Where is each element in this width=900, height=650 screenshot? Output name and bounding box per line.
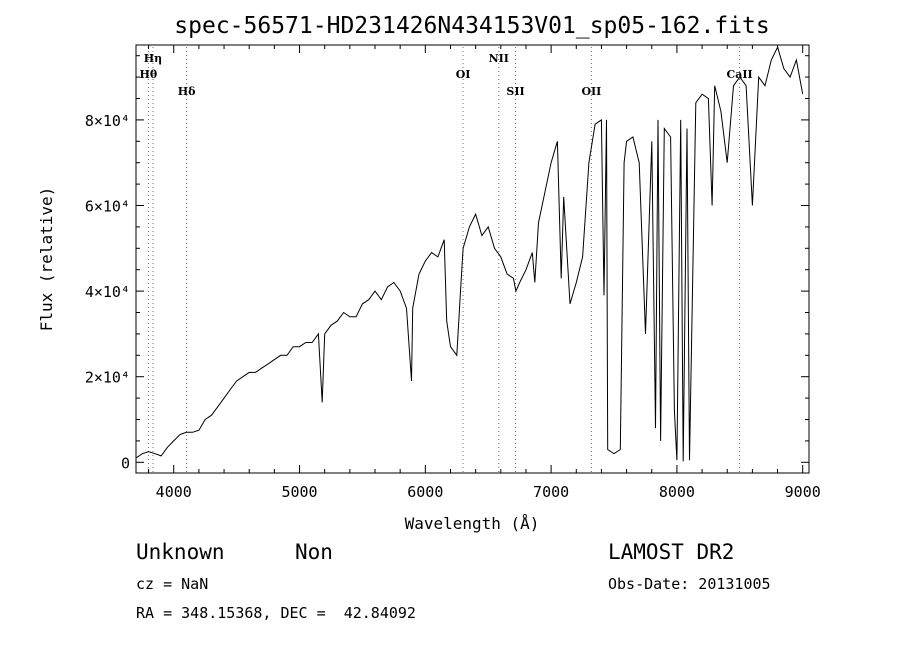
marker-label: OI — [456, 68, 471, 81]
emission-line-markers: Hη Hθ Hδ OI NII SII OII CaII — [139, 47, 753, 473]
y-tick-label: 0 — [121, 454, 130, 472]
y-tick-label: 4×10⁴ — [85, 283, 130, 301]
x-tick-label: 5000 — [281, 483, 317, 501]
object-type: Unknown — [136, 540, 225, 564]
x-tick-label: 4000 — [156, 483, 192, 501]
x-tick-label: 9000 — [785, 483, 821, 501]
x-axis-label: Wavelength (Å) — [405, 514, 540, 533]
x-axis: 4000 5000 6000 7000 8000 9000 — [148, 45, 821, 501]
marker-label: Hη — [144, 52, 162, 65]
x-tick-label: 7000 — [533, 483, 569, 501]
x-tick-label: 6000 — [407, 483, 443, 501]
object-class: Non — [295, 540, 333, 564]
spectrum-line — [135, 45, 804, 462]
chart-title: spec-56571-HD231426N434153V01_sp05-162.f… — [174, 13, 769, 39]
y-tick-label: 6×10⁴ — [85, 198, 130, 216]
survey-name: LAMOST DR2 — [608, 540, 735, 564]
y-axis-label: Flux (relative) — [37, 187, 56, 332]
x-tick-label: 8000 — [659, 483, 695, 501]
marker-label: Hδ — [178, 85, 196, 98]
marker-label: NII — [489, 52, 509, 65]
marker-label: CaII — [726, 68, 752, 81]
y-axis: 0 2×10⁴ 4×10⁴ 6×10⁴ 8×10⁴ — [85, 55, 809, 472]
y-tick-label: 8×10⁴ — [85, 112, 130, 130]
marker-label: Hθ — [139, 68, 157, 81]
cz-value: cz = NaN — [136, 575, 209, 593]
obs-date: Obs-Date: 20131005 — [608, 575, 771, 593]
y-tick-label: 2×10⁴ — [85, 369, 130, 387]
marker-label: SII — [506, 85, 524, 98]
plot-frame — [135, 44, 810, 474]
marker-label: OII — [581, 85, 601, 98]
ra-dec: RA = 348.15368, DEC = 42.84092 — [136, 604, 416, 622]
